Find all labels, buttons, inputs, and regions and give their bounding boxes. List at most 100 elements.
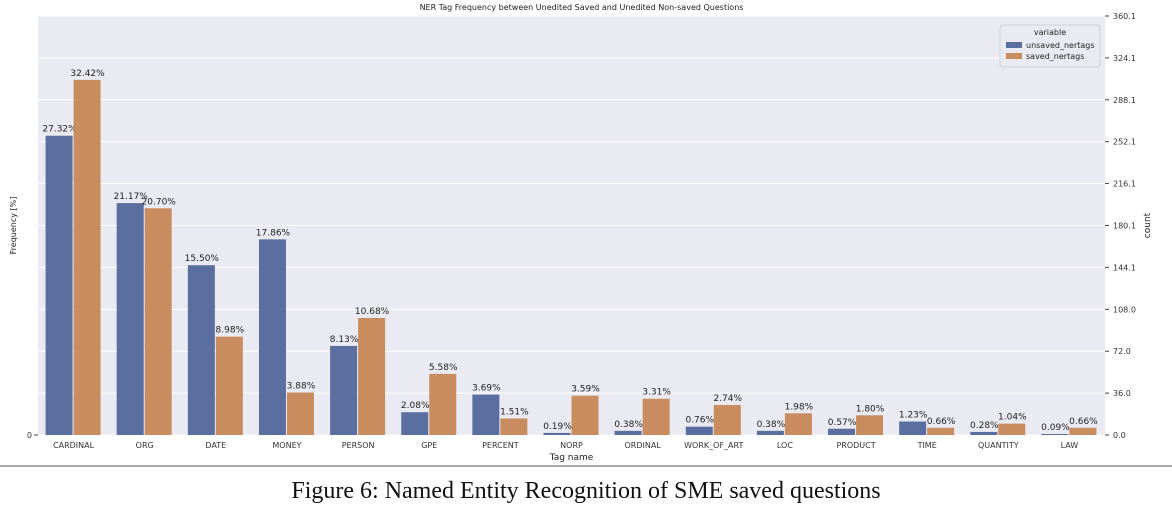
bar-saved_nertags	[215, 336, 243, 435]
data-label: 1.23%	[899, 411, 928, 421]
bar-saved_nertags	[784, 413, 812, 435]
bar-saved_nertags	[1069, 427, 1097, 435]
bar-saved_nertags	[500, 418, 528, 435]
chart-area: 0.0 36.0 72.0 108.0 144.1 180.1 216.1 252.1 288.…	[0, 3, 1172, 467]
bar-unsaved_nertags	[45, 135, 73, 436]
data-label: 32.42%	[70, 69, 105, 79]
data-label: 3.31%	[642, 388, 671, 398]
data-label: 2.08%	[401, 401, 430, 411]
x-axis-label: Tag name	[549, 453, 594, 463]
bar-unsaved_nertags	[828, 428, 856, 435]
right-tick-label: 72.0	[1113, 347, 1131, 356]
bar-saved_nertags	[571, 395, 599, 435]
bar-unsaved_nertags	[756, 430, 784, 435]
data-label: 3.59%	[571, 385, 600, 395]
bar-saved_nertags	[713, 404, 741, 435]
x-tick-label: ORDINAL	[624, 441, 661, 450]
bar-unsaved_nertags	[401, 412, 429, 435]
bar-unsaved_nertags	[116, 203, 144, 435]
y2-axis-label: count	[1143, 212, 1153, 238]
data-label: 0.28%	[970, 421, 999, 431]
data-label: 5.58%	[429, 363, 458, 373]
data-label: 17.86%	[256, 228, 291, 238]
x-tick-label: PRODUCT	[836, 441, 875, 450]
data-label: 15.50%	[185, 254, 220, 264]
bar-saved_nertags	[642, 398, 670, 435]
x-tick-label: NORP	[560, 441, 583, 450]
bar-unsaved_nertags	[543, 432, 571, 435]
x-tick-label: GPE	[421, 441, 437, 450]
x-tick-label: MONEY	[272, 441, 301, 450]
x-tick-label: ORG	[136, 441, 154, 450]
right-tick-label: 360.1	[1113, 12, 1136, 21]
figure-caption: Figure 6: Named Entity Recognition of SM…	[291, 478, 881, 504]
bar-unsaved_nertags	[472, 394, 500, 435]
bar-saved_nertags	[144, 208, 172, 435]
bar-saved_nertags	[73, 79, 101, 436]
legend-title: variable	[1034, 28, 1066, 37]
data-label: 0.76%	[685, 416, 714, 426]
bar-saved_nertags	[998, 423, 1026, 435]
legend-label-saved_nertags: saved_nertags	[1026, 52, 1084, 61]
bar-saved_nertags	[856, 415, 884, 435]
data-label: 10.68%	[355, 307, 390, 317]
bar-unsaved_nertags	[187, 265, 215, 435]
data-label: 3.69%	[472, 384, 501, 394]
left-tick-label: 0	[27, 431, 32, 440]
chart-title: NER Tag Frequency between Unedited Saved…	[420, 3, 744, 12]
right-tick-label: 36.0	[1113, 389, 1131, 398]
bar-unsaved_nertags	[614, 430, 642, 435]
x-tick-label: TIME	[917, 441, 937, 450]
bar-saved_nertags	[286, 392, 314, 435]
right-tick-label: 108.0	[1113, 305, 1136, 314]
data-label: 1.04%	[998, 413, 1027, 423]
x-tick-label: QUANTITY	[978, 441, 1019, 450]
right-tick-label: 288.1	[1113, 96, 1136, 105]
data-label: 21.17%	[114, 192, 149, 202]
legend-swatch-saved_nertags	[1006, 53, 1022, 59]
bar-unsaved_nertags	[685, 426, 713, 435]
legend-label-unsaved_nertags: unsaved_nertags	[1026, 41, 1095, 50]
bar-unsaved_nertags	[1041, 434, 1069, 435]
data-label: 1.51%	[500, 407, 529, 417]
x-tick-label: DATE	[205, 441, 226, 450]
data-label: 8.98%	[216, 326, 245, 336]
legend-swatch-unsaved_nertags	[1006, 42, 1022, 48]
data-label: 1.98%	[785, 402, 814, 412]
data-label: 0.38%	[757, 420, 786, 430]
data-label: 0.66%	[1069, 417, 1098, 427]
data-label: 0.66%	[927, 417, 956, 427]
legend-box	[999, 24, 1101, 68]
data-label: 0.38%	[614, 420, 643, 430]
bar-unsaved_nertags	[970, 431, 998, 435]
data-label: 0.57%	[828, 418, 857, 428]
right-tick-label: 144.1	[1113, 263, 1136, 272]
bar-saved_nertags	[429, 373, 457, 435]
bar-chart: 0.0 36.0 72.0 108.0 144.1 180.1 216.1 252.1 288.…	[0, 3, 1172, 467]
x-tick-label: WORK_OF_ART	[684, 441, 743, 450]
x-tick-label: CARDINAL	[53, 441, 95, 450]
bar-saved_nertags	[358, 318, 386, 435]
data-label: 0.19%	[543, 422, 572, 432]
right-tick-label: 324.1	[1113, 54, 1136, 63]
x-tick-label: PERSON	[342, 441, 375, 450]
y-axis-label: Frequency [%]	[9, 197, 18, 255]
x-tick-label: LAW	[1061, 441, 1079, 450]
bar-unsaved_nertags	[258, 239, 286, 435]
x-tick-label: PERCENT	[482, 441, 519, 450]
bar-unsaved_nertags	[899, 421, 927, 435]
bar-unsaved_nertags	[330, 345, 358, 435]
bar-saved_nertags	[927, 427, 955, 435]
data-label: 2.74%	[713, 394, 742, 404]
data-label: 27.32%	[42, 125, 77, 135]
right-tick-label: 252.1	[1113, 138, 1136, 147]
right-tick-label: 0.0	[1113, 431, 1126, 440]
right-tick-label: 216.1	[1113, 180, 1136, 189]
right-tick-label: 180.1	[1113, 221, 1136, 230]
data-label: 1.80%	[856, 404, 885, 414]
x-tick-label: LOC	[777, 441, 793, 450]
data-label: 8.13%	[330, 335, 359, 345]
data-label: 3.88%	[287, 381, 316, 391]
data-label: 20.70%	[142, 197, 177, 207]
data-label: 0.09%	[1041, 423, 1070, 433]
